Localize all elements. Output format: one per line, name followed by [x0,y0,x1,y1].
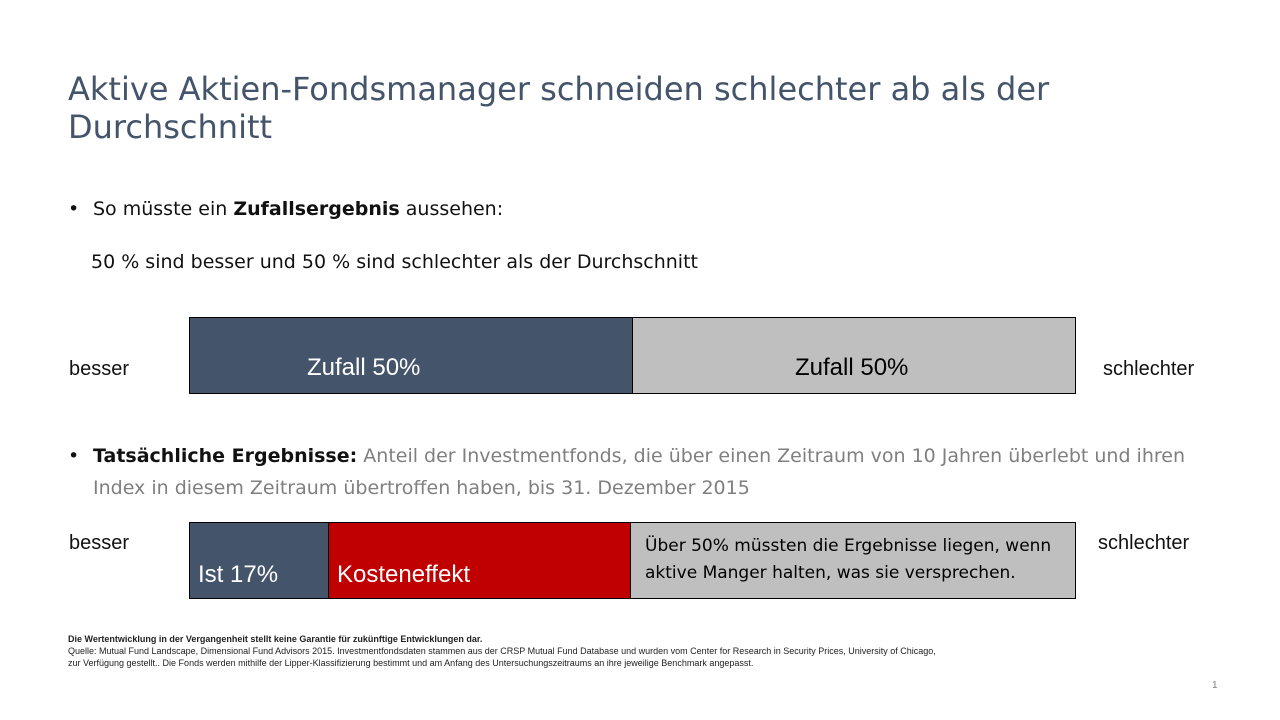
actual-segment: Ist 17% [190,523,329,598]
actual-label: Ist 17% [198,561,279,588]
bar1-right-label: schlechter [1103,358,1195,380]
random-distribution-bar: Zufall 50% Zufall 50% [189,317,1076,394]
bullet-text: So müsste ein Zufallsergebnis aussehen: [93,193,503,225]
footnote: Die Wertentwicklung in der Vergangenheit… [68,633,948,669]
cost-effect-segment: Kosteneffekt [329,523,631,598]
bullet-random-result: • So müsste ein Zufallsergebnis aussehen… [68,193,1168,225]
random-worse-label: Zufall 50% [795,354,909,381]
bar2-left-label: besser [69,532,130,554]
random-worse-segment: Zufall 50% [633,318,1075,393]
bullet-prefix: So müsste ein [93,198,234,220]
cost-effect-label: Kosteneffekt [337,561,470,588]
bar1-left-label: besser [69,358,130,380]
expected-segment: Über 50% müssten die Ergebnisse liegen, … [631,523,1075,598]
bullet-dot: • [68,198,80,220]
bullet-bold-term: Tatsächliche Ergebnisse: [93,445,358,467]
source-note: Quelle: Mutual Fund Landscape, Dimension… [68,646,936,668]
bullet-suffix: aussehen: [399,198,504,220]
bar2-right-label: schlechter [1098,532,1190,554]
random-better-label: Zufall 50% [307,354,421,381]
expected-note: Über 50% müssten die Ergebnisse liegen, … [645,536,1052,583]
bullet-text: Tatsächliche Ergebnisse: Anteil der Inve… [93,440,1203,504]
bullet-bold-term: Zufallsergebnis [233,198,400,220]
bullet-dot: • [68,445,80,467]
random-result-description: 50 % sind besser und 50 % sind schlechte… [91,251,698,273]
actual-results-bar: Ist 17% Kosteneffekt Über 50% müssten di… [189,522,1076,599]
disclaimer: Die Wertentwicklung in der Vergangenheit… [68,634,483,644]
bullet-description: Anteil der Investmentfonds, die über ein… [93,445,1186,499]
bullet-actual-results: • Tatsächliche Ergebnisse: Anteil der In… [68,440,1208,504]
slide-title: Aktive Aktien-Fondsmanager schneiden sch… [68,70,1050,146]
page-number: 1 [1212,680,1218,691]
random-better-segment: Zufall 50% [190,318,633,393]
